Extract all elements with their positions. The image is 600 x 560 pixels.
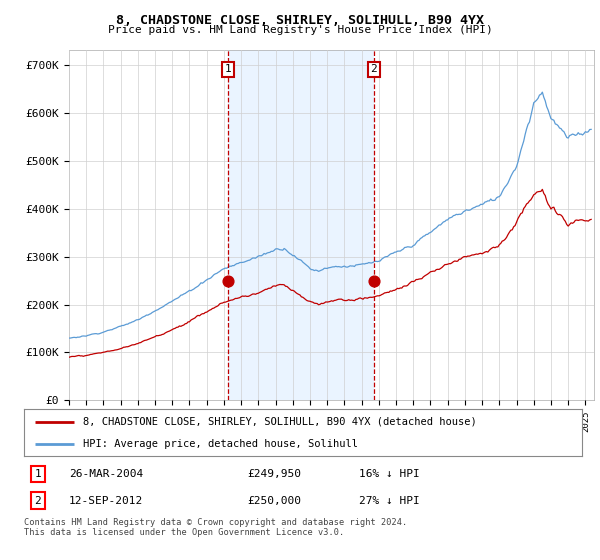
Bar — [228, 50, 374, 400]
Text: £249,950: £249,950 — [247, 469, 301, 479]
Point — [369, 276, 379, 285]
Text: 27% ↓ HPI: 27% ↓ HPI — [359, 496, 419, 506]
Text: 8, CHADSTONE CLOSE, SHIRLEY, SOLIHULL, B90 4YX (detached house): 8, CHADSTONE CLOSE, SHIRLEY, SOLIHULL, B… — [83, 417, 476, 427]
Text: 8, CHADSTONE CLOSE, SHIRLEY, SOLIHULL, B90 4YX: 8, CHADSTONE CLOSE, SHIRLEY, SOLIHULL, B… — [116, 14, 484, 27]
Text: 2: 2 — [370, 64, 377, 74]
Text: 1: 1 — [35, 469, 41, 479]
Text: HPI: Average price, detached house, Solihull: HPI: Average price, detached house, Soli… — [83, 438, 358, 449]
Text: Contains HM Land Registry data © Crown copyright and database right 2024.
This d: Contains HM Land Registry data © Crown c… — [24, 518, 407, 538]
Text: £250,000: £250,000 — [247, 496, 301, 506]
Text: 2: 2 — [35, 496, 41, 506]
Text: 1: 1 — [224, 64, 231, 74]
Text: 12-SEP-2012: 12-SEP-2012 — [68, 496, 143, 506]
Text: Price paid vs. HM Land Registry's House Price Index (HPI): Price paid vs. HM Land Registry's House … — [107, 25, 493, 35]
Text: 16% ↓ HPI: 16% ↓ HPI — [359, 469, 419, 479]
Point — [223, 276, 233, 285]
Text: 26-MAR-2004: 26-MAR-2004 — [68, 469, 143, 479]
